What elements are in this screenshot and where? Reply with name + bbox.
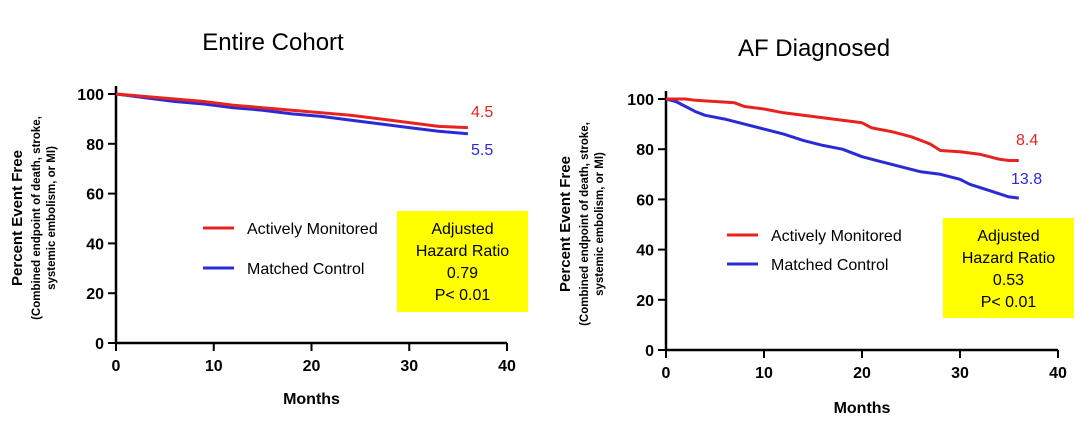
chart-2-x-tick-label-20: 20 — [853, 365, 871, 382]
chart-2-y-tick-label-80: 80 — [636, 142, 654, 159]
chart-2-y-axis-label: Percent Event Free — [557, 156, 574, 292]
chart-2-y-axis-sublabel-1: (Combined endpoint of death, stroke, — [579, 122, 591, 326]
chart-1-series-line-matched-control — [115, 92, 469, 136]
chart-1-y-axis-label: Percent Event Free — [9, 150, 26, 286]
chart-1-x-tick-label-0: 0 — [112, 358, 121, 375]
chart-1-y-axis-sublabel-2: systemic embolism, or MI) — [46, 146, 58, 290]
chart-2-hazard-ratio-line-2: Hazard Ratio — [962, 250, 1055, 267]
chart-2-legend-label-matched-control: Matched Control — [771, 257, 888, 274]
chart-1-x-tick-label-10: 10 — [205, 358, 223, 375]
chart-1-x-tick-label-40: 40 — [498, 358, 516, 375]
chart-2-y-tick-label-60: 60 — [636, 192, 654, 209]
chart-2-series-line-actively-monitored — [666, 97, 1019, 162]
chart-2-y-tick-label-100: 100 — [627, 92, 654, 109]
chart-2-title: AF Diagnosed — [738, 35, 890, 62]
chart-1-y-tick-label-40: 40 — [86, 236, 104, 253]
chart-1-hazard-ratio-box — [397, 211, 528, 312]
chart-2-x-tick-label-40: 40 — [1049, 365, 1067, 382]
chart-1-y-tick-label-100: 100 — [77, 87, 104, 104]
chart-1-end-label-actively-monitored: 4.5 — [471, 104, 493, 121]
chart-1-title: Entire Cohort — [202, 29, 344, 56]
chart-2-x-tick-label-30: 30 — [951, 365, 969, 382]
chart-2-hazard-ratio-line-3: 0.53 — [993, 272, 1024, 289]
chart-2-y-axis-sublabel-2: systemic embolism, or MI) — [594, 152, 606, 296]
chart-1-x-axis-label: Months — [283, 391, 340, 408]
chart-2-y-tick-label-0: 0 — [645, 343, 654, 360]
chart-1-series-line-actively-monitored — [115, 92, 468, 130]
chart-2-x-tick-label-0: 0 — [662, 365, 671, 382]
chart-1-y-tick-label-60: 60 — [86, 187, 104, 204]
chart-2-hazard-ratio-line-4: P< 0.01 — [981, 294, 1037, 311]
chart-1-y-tick-label-20: 20 — [86, 286, 104, 303]
chart-1-legend-label-actively-monitored: Actively Monitored — [247, 221, 378, 238]
chart-1-x-tick-label-20: 20 — [303, 358, 321, 375]
chart-1-hazard-ratio-line-4: P< 0.01 — [435, 287, 491, 304]
chart-2-end-label-actively-monitored: 8.4 — [1016, 132, 1038, 149]
chart-2-end-label-matched-control: 13.8 — [1011, 171, 1042, 188]
chart-2-x-axis-label: Months — [834, 400, 891, 417]
chart-1-hazard-ratio-line-2: Hazard Ratio — [416, 243, 509, 260]
chart-1-y-tick-label-0: 0 — [95, 336, 104, 353]
chart-1-y-tick-label-80: 80 — [86, 137, 104, 154]
chart-2-y-tick-label-40: 40 — [636, 243, 654, 260]
chart-2-legend-label-actively-monitored: Actively Monitored — [771, 228, 902, 245]
chart-1-x-tick-label-30: 30 — [400, 358, 418, 375]
chart-1-hazard-ratio-line-3: 0.79 — [447, 265, 478, 282]
chart-2-series-line-matched-control — [665, 97, 1019, 200]
chart-1-hazard-ratio-line-1: Adjusted — [431, 221, 493, 238]
chart-1-legend-label-matched-control: Matched Control — [247, 261, 364, 278]
chart-1-y-axis-sublabel-1: (Combined endpoint of death, stroke, — [31, 116, 43, 320]
chart-2-hazard-ratio-box — [943, 218, 1074, 318]
chart-2-y-tick-label-20: 20 — [636, 293, 654, 310]
chart-2-hazard-ratio-line-1: Adjusted — [977, 228, 1039, 245]
chart-1-end-label-matched-control: 5.5 — [471, 142, 493, 159]
chart-2-x-tick-label-10: 10 — [755, 365, 773, 382]
